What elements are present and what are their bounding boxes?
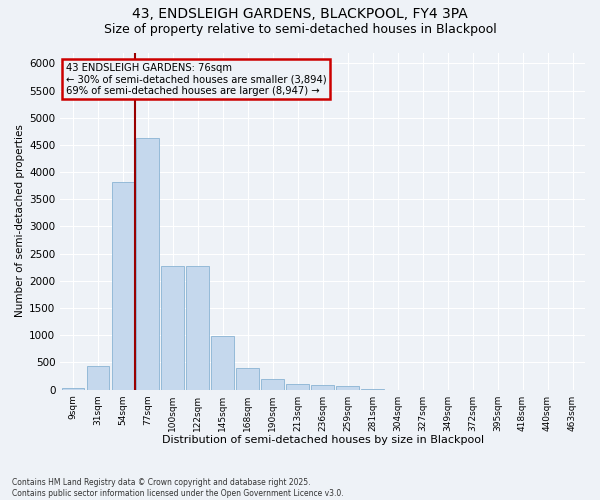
Bar <box>361 389 384 390</box>
Bar <box>286 384 309 390</box>
Bar <box>136 138 159 390</box>
Bar <box>187 266 209 390</box>
Bar <box>62 388 84 390</box>
Bar <box>337 386 359 390</box>
Text: Contains HM Land Registry data © Crown copyright and database right 2025.
Contai: Contains HM Land Registry data © Crown c… <box>12 478 344 498</box>
Text: 43 ENDSLEIGH GARDENS: 76sqm
← 30% of semi-detached houses are smaller (3,894)
69: 43 ENDSLEIGH GARDENS: 76sqm ← 30% of sem… <box>65 62 326 96</box>
Y-axis label: Number of semi-detached properties: Number of semi-detached properties <box>15 124 25 318</box>
X-axis label: Distribution of semi-detached houses by size in Blackpool: Distribution of semi-detached houses by … <box>161 435 484 445</box>
Bar <box>211 336 234 390</box>
Bar <box>112 182 134 390</box>
Bar <box>86 366 109 390</box>
Bar <box>262 380 284 390</box>
Bar <box>236 368 259 390</box>
Text: 43, ENDSLEIGH GARDENS, BLACKPOOL, FY4 3PA: 43, ENDSLEIGH GARDENS, BLACKPOOL, FY4 3P… <box>132 8 468 22</box>
Bar <box>311 384 334 390</box>
Text: Size of property relative to semi-detached houses in Blackpool: Size of property relative to semi-detach… <box>104 22 496 36</box>
Bar <box>161 266 184 390</box>
